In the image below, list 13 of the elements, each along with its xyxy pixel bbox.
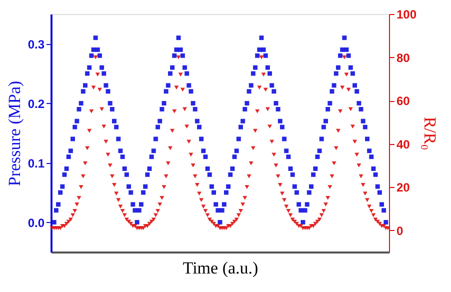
- y2-tick-label: 100: [396, 8, 417, 22]
- x-axis-title: Time (a.u.): [182, 258, 258, 278]
- y2-tick-label: 0: [396, 224, 404, 238]
- y-axis-title: Pressure (MPa): [4, 80, 24, 186]
- y2-tick-label: 60: [396, 94, 410, 108]
- y2-tick-label: 40: [396, 137, 410, 152]
- y2-axis-title: R/R₀: [420, 116, 440, 150]
- y2-tick-label: 20: [396, 180, 410, 195]
- y-tick-label: 0.3: [28, 37, 45, 52]
- y-tick-label: 0.2: [28, 96, 45, 111]
- y2-tick-label: 80: [396, 50, 410, 65]
- y-tick-label: 0.1: [28, 156, 45, 170]
- y-tick-label: 0.0: [28, 216, 45, 230]
